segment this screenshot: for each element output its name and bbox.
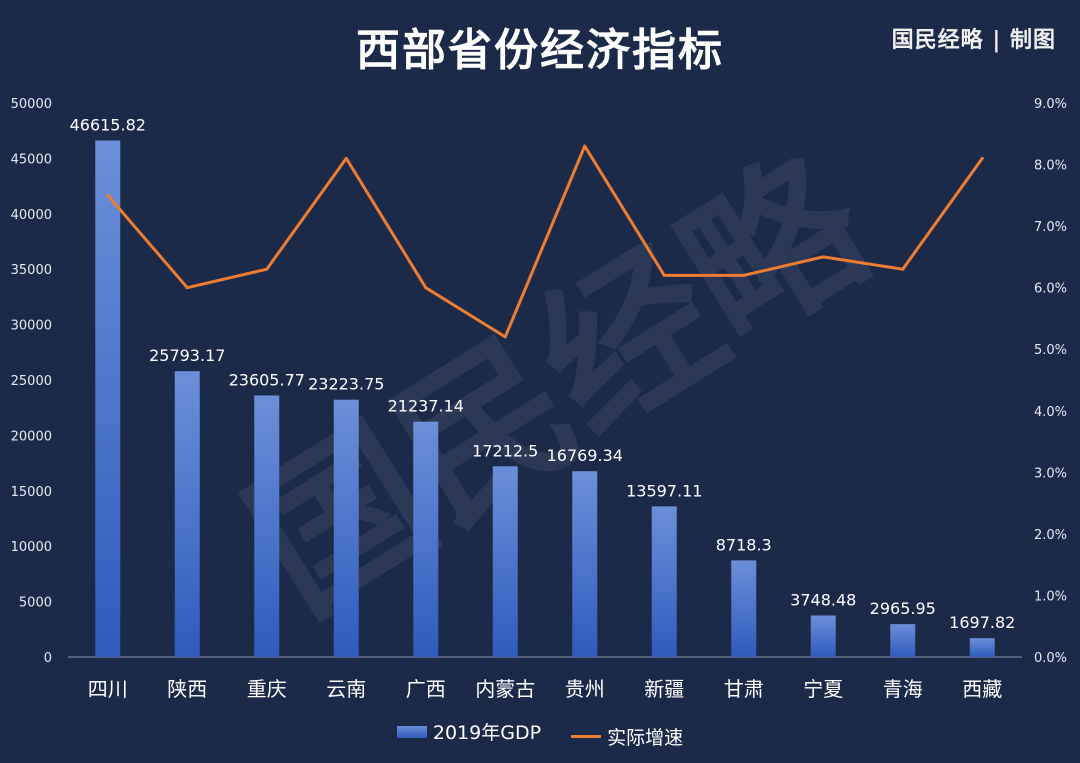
x-category-label: 青海 xyxy=(883,677,923,701)
y-axis-right: 0.0% 1.0% 2.0% 3.0% 4.0% 5.0% 6.0% 7.0% 8.0% 9.0% xyxy=(1034,97,1067,666)
brand-mark: 国民经略 | 制图 xyxy=(891,27,1056,53)
y-right-tick-label: 5.0% xyxy=(1034,343,1067,358)
x-axis-labels: 四川 陕西 重庆 云南 广西 内蒙古 贵州 新疆 甘肃 宁夏 青海 西藏 xyxy=(88,677,1003,701)
y-right-tick-label: 0.0% xyxy=(1034,651,1067,666)
x-category-label: 宁夏 xyxy=(803,677,843,701)
x-category-label: 内蒙古 xyxy=(475,677,535,701)
growth-point xyxy=(662,273,666,277)
legend-item-growth: 实际增速 xyxy=(571,723,683,750)
x-category-label: 云南 xyxy=(326,677,366,701)
gdp-bar xyxy=(890,624,916,657)
y-right-tick-label: 1.0% xyxy=(1034,589,1067,604)
growth-point xyxy=(503,335,507,339)
y-left-tick-label: 35000 xyxy=(11,263,52,278)
gdp-bar xyxy=(333,399,359,657)
gdp-bar xyxy=(413,421,439,657)
gdp-bar xyxy=(810,615,836,657)
x-category-label: 西藏 xyxy=(962,677,1002,701)
y-right-tick-label: 6.0% xyxy=(1034,282,1067,297)
gdp-bar xyxy=(731,560,757,657)
y-axis-left: 0 5000 10000 15000 20000 25000 30000 35000 40000… xyxy=(11,97,52,666)
x-category-label: 重庆 xyxy=(247,677,287,701)
y-left-tick-label: 40000 xyxy=(11,208,52,223)
gdp-bar-value-label: 23605.77 xyxy=(229,370,305,389)
x-category-label: 四川 xyxy=(88,677,128,701)
legend-growth-label: 实际增速 xyxy=(607,726,684,749)
y-left-tick-label: 50000 xyxy=(11,97,52,112)
gdp-bar-value-label: 3748.48 xyxy=(790,590,856,609)
y-left-tick-label: 20000 xyxy=(11,429,52,444)
y-right-tick-label: 8.0% xyxy=(1034,159,1067,174)
x-category-label: 陕西 xyxy=(167,677,207,701)
gdp-bar xyxy=(492,466,518,657)
x-category-label: 贵州 xyxy=(565,677,605,701)
growth-point xyxy=(106,193,110,197)
y-left-tick-label: 15000 xyxy=(11,485,52,500)
gdp-bar-value-label: 23223.75 xyxy=(308,375,384,394)
x-category-label: 新疆 xyxy=(644,677,684,701)
growth-point xyxy=(821,255,825,259)
gdp-bar-value-label: 46615.82 xyxy=(70,115,146,134)
y-left-tick-label: 5000 xyxy=(19,596,52,611)
growth-point xyxy=(344,156,348,160)
legend-bar-swatch xyxy=(396,725,427,738)
growth-point xyxy=(980,156,984,160)
y-left-tick-label: 30000 xyxy=(11,319,52,334)
y-right-tick-label: 9.0% xyxy=(1034,97,1067,112)
gdp-bar-value-label: 1697.82 xyxy=(949,613,1015,632)
gdp-bar-value-label: 8718.3 xyxy=(716,535,772,554)
legend-line-swatch xyxy=(571,734,602,738)
growth-point xyxy=(583,144,587,148)
growth-line xyxy=(106,144,984,339)
y-right-tick-label: 3.0% xyxy=(1034,466,1067,481)
page-title: 西部省份经济指标 xyxy=(356,25,724,76)
legend: 2019年GDP 实际增速 xyxy=(0,718,1080,750)
legend-gdp-label: 2019年GDP xyxy=(432,722,542,744)
y-right-tick-label: 4.0% xyxy=(1034,405,1067,420)
y-right-tick-label: 7.0% xyxy=(1034,220,1067,235)
gdp-bar xyxy=(572,471,598,657)
y-left-tick-label: 0 xyxy=(44,651,52,666)
growth-point xyxy=(185,286,189,290)
y-left-tick-label: 45000 xyxy=(11,152,52,167)
gdp-bar-value-label: 25793.17 xyxy=(149,346,225,365)
gdp-bars xyxy=(95,140,995,658)
y-left-tick-label: 25000 xyxy=(11,374,52,389)
gdp-bar xyxy=(95,140,121,658)
gdp-bar-value-label: 2965.95 xyxy=(870,599,936,618)
growth-point xyxy=(424,286,428,290)
gdp-bar-value-label: 17212.5 xyxy=(472,441,538,460)
x-category-label: 广西 xyxy=(406,677,446,701)
gdp-bar-value-label: 13597.11 xyxy=(626,481,702,500)
gdp-bar xyxy=(969,638,995,657)
legend-item-gdp: 2019年GDP xyxy=(396,718,542,745)
gdp-bar xyxy=(651,506,677,657)
x-category-label: 甘肃 xyxy=(724,677,764,701)
growth-point xyxy=(265,267,269,271)
gdp-bar xyxy=(174,371,200,657)
y-right-tick-label: 2.0% xyxy=(1034,528,1067,543)
gdp-bar-value-label: 16769.34 xyxy=(547,446,623,465)
gdp-bar xyxy=(254,395,280,657)
growth-line-series xyxy=(106,144,984,339)
growth-point xyxy=(742,273,746,277)
gdp-bar-value-label: 21237.14 xyxy=(388,397,464,416)
growth-point xyxy=(901,267,905,271)
y-left-tick-label: 10000 xyxy=(11,540,52,555)
